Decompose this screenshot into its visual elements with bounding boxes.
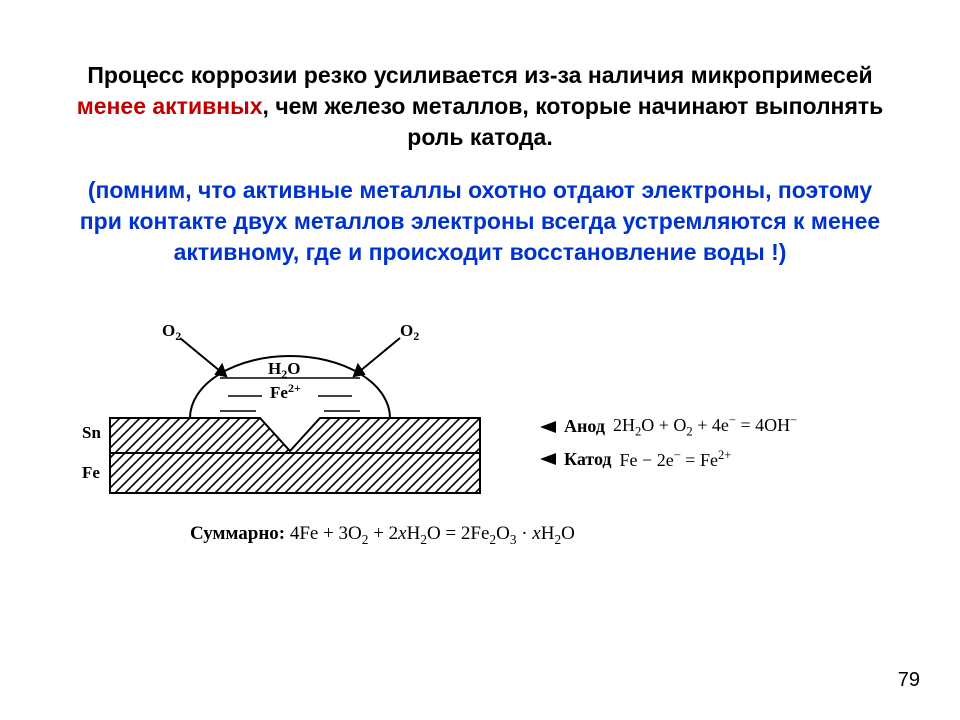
anode-label: Анод <box>564 416 605 437</box>
p1-post: , чем железо металлов, которые начинают … <box>263 93 884 150</box>
figure-zone: O2 O2 H2O Fe2+ Sn Fe Анод 2H2O + O2 + 4e… <box>70 298 890 598</box>
p1-highlight: менее активных <box>77 93 263 119</box>
summary-eq: 4Fe + 3O2 + 2xH2O = 2Fe2O3 · xH2O <box>290 523 575 544</box>
page-number: 79 <box>898 669 920 692</box>
anode-row: Анод 2H2O + O2 + 4e− = 4OH− <box>540 413 797 440</box>
p2: (помним, что активные металлы охотно отд… <box>80 177 880 265</box>
svg-text:Fe2+: Fe2+ <box>270 381 301 402</box>
p1-pre: Процесс коррозии резко усиливается из-за… <box>87 62 872 88</box>
sub-paragraph: (помним, что активные металлы охотно отд… <box>70 175 890 268</box>
electrode-equations: Анод 2H2O + O2 + 4e− = 4OH− Катод Fe − 2… <box>540 413 797 471</box>
summary-label: Суммарно: <box>190 523 285 544</box>
anode-eq: 2H2O + O2 + 4e− = 4OH− <box>613 413 797 440</box>
svg-text:H2O: H2O <box>268 359 300 381</box>
corrosion-diagram: O2 O2 H2O Fe2+ Sn Fe <box>70 298 510 528</box>
svg-text:Sn: Sn <box>82 423 101 442</box>
cathode-label: Катод <box>564 449 612 470</box>
summary-equation: Суммарно: 4Fe + 3O2 + 2xH2O = 2Fe2O3 · x… <box>190 523 575 548</box>
cathode-eq: Fe − 2e− = Fe2+ <box>620 448 732 471</box>
cathode-row: Катод Fe − 2e− = Fe2+ <box>540 448 797 471</box>
pointer-icon <box>540 453 556 465</box>
svg-text:Fe: Fe <box>82 463 100 482</box>
main-paragraph: Процесс коррозии резко усиливается из-за… <box>70 60 890 153</box>
pointer-icon <box>540 421 556 433</box>
svg-text:O2: O2 <box>400 321 419 343</box>
svg-text:O2: O2 <box>162 321 181 343</box>
